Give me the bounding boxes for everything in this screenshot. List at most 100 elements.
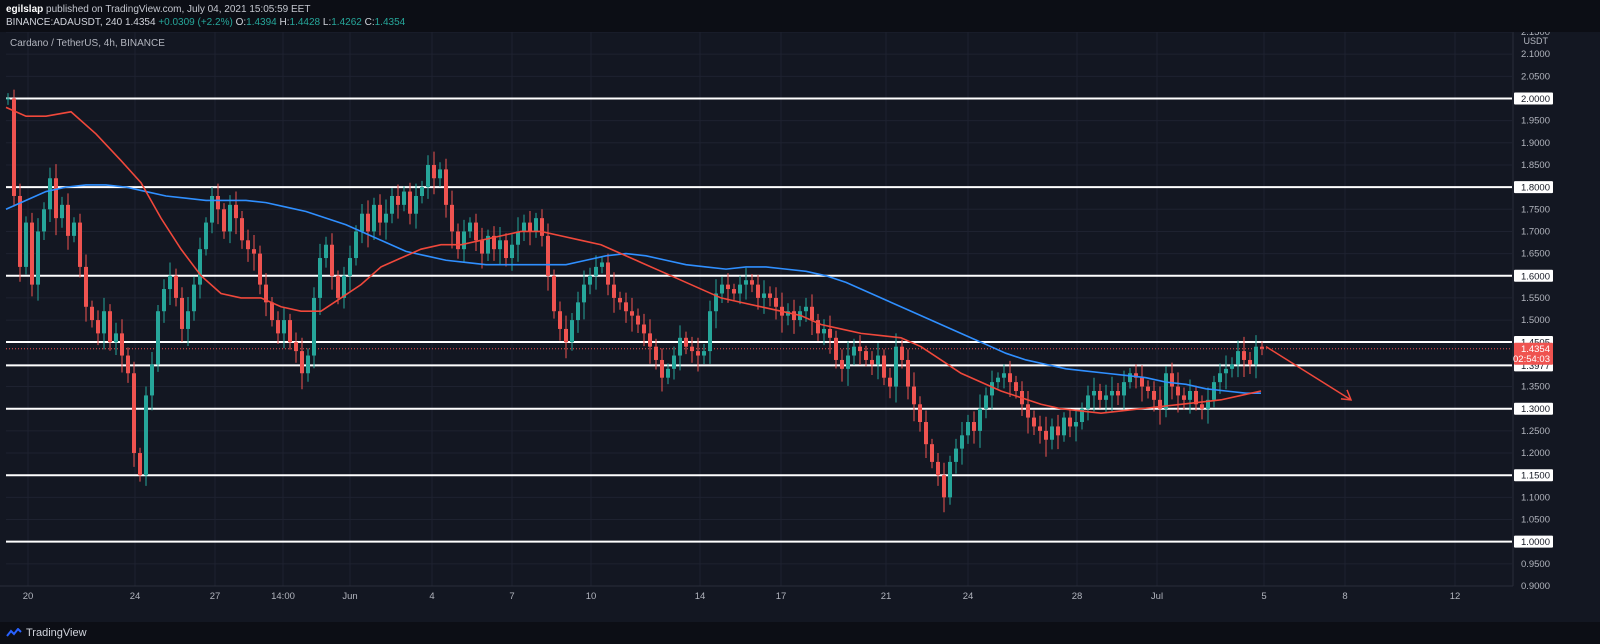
- candle-body: [1074, 422, 1078, 427]
- candle-body: [264, 284, 268, 303]
- candle-body: [1104, 395, 1108, 400]
- open-value: 1.4394: [246, 17, 277, 28]
- candle-body: [174, 275, 178, 298]
- candle-body: [396, 195, 400, 205]
- candle-body: [486, 235, 490, 254]
- x-tick-label: 20: [23, 591, 34, 602]
- candle-body: [618, 297, 622, 303]
- chart-area[interactable]: USDT 2.1500 2.1000 2.0500 1.9500 1.9000 1.8500…: [0, 27, 1600, 622]
- level-price-label: 1.6000: [1521, 271, 1550, 282]
- candle-body: [912, 386, 916, 405]
- candle-body: [300, 351, 304, 374]
- candle-body: [156, 311, 160, 365]
- candle-body: [750, 280, 754, 285]
- candle-body: [102, 311, 106, 334]
- y-tick-label: 1.5000: [1521, 315, 1550, 326]
- candle-body: [1122, 382, 1126, 396]
- candle-body: [576, 302, 580, 321]
- candle-body: [216, 195, 220, 210]
- candle-body: [66, 204, 70, 236]
- candle-body: [594, 266, 598, 276]
- candle-body: [1218, 373, 1222, 383]
- candle-body: [918, 404, 922, 423]
- candle-body: [126, 355, 130, 374]
- publish-info: egilslap published on TradingView.com, J…: [6, 4, 310, 15]
- candle-body: [420, 187, 424, 196]
- y-tick-label: 1.0500: [1521, 515, 1550, 526]
- time-axis: [0, 586, 1513, 622]
- candle-body: [744, 280, 748, 285]
- candle-body: [132, 373, 136, 454]
- candle-body: [210, 195, 214, 223]
- candle-body: [882, 355, 886, 378]
- candle-body: [84, 266, 88, 307]
- candle-body: [1092, 390, 1096, 396]
- tradingview-brand[interactable]: TradingView: [6, 627, 87, 639]
- candle-body: [240, 218, 244, 241]
- candle-body: [510, 244, 514, 259]
- candle-body: [702, 351, 706, 356]
- high-value: 1.4428: [289, 17, 321, 28]
- candle-body: [738, 284, 742, 294]
- candle-body: [936, 461, 940, 476]
- candle-body: [720, 284, 724, 294]
- candle-body: [468, 222, 472, 232]
- candle-body: [1128, 373, 1132, 383]
- y-tick-label: 1.1000: [1521, 492, 1550, 503]
- candle-body: [900, 346, 904, 360]
- candle-body: [660, 359, 664, 378]
- candle-body: [360, 213, 364, 232]
- x-tick-label: 27: [210, 591, 221, 602]
- candle-body: [456, 231, 460, 250]
- candle-body: [42, 209, 46, 232]
- candle-body: [792, 311, 796, 321]
- author-name[interactable]: egilslap: [6, 4, 44, 15]
- candle-body: [732, 289, 736, 294]
- candle-body: [870, 359, 874, 365]
- candle-body: [18, 195, 22, 267]
- candle-body: [762, 293, 766, 298]
- level-price-label: 1.3000: [1521, 404, 1550, 415]
- candle-body: [558, 311, 562, 329]
- candle-body: [1260, 346, 1264, 349]
- candle-body: [888, 377, 892, 387]
- candle-body: [288, 320, 292, 343]
- candle-body: [1116, 390, 1120, 396]
- candle-body: [348, 258, 352, 276]
- y-tick-label: 1.9000: [1521, 138, 1550, 149]
- candle-body: [1068, 417, 1072, 427]
- candle-body: [774, 297, 778, 307]
- level-price-label: 1.8000: [1521, 183, 1550, 194]
- candle-body: [588, 275, 592, 285]
- candle-body: [390, 195, 394, 214]
- y-tick-label: 1.7000: [1521, 226, 1550, 237]
- level-price-tag: [1514, 92, 1553, 105]
- x-tick-label: 24: [963, 591, 974, 602]
- candle-body: [366, 213, 370, 232]
- candle-body: [30, 222, 34, 285]
- candle-body: [276, 320, 280, 334]
- candle-body: [198, 249, 202, 285]
- candle-body: [690, 346, 694, 352]
- candle-body: [1170, 373, 1174, 387]
- candle-body: [852, 346, 856, 356]
- candle-body: [978, 408, 982, 431]
- candle-body: [150, 364, 154, 396]
- candle-body: [612, 284, 616, 298]
- candle-body: [606, 262, 610, 285]
- candle-body: [528, 222, 532, 232]
- candle-body: [666, 368, 670, 378]
- candle-body: [822, 328, 826, 334]
- candle-body: [516, 231, 520, 245]
- x-tick-label: Jun: [342, 591, 357, 602]
- candle-body: [540, 218, 544, 236]
- candle-body: [954, 448, 958, 462]
- candle-body: [894, 346, 898, 387]
- x-tick-label: 28: [1072, 591, 1083, 602]
- candle-body: [966, 422, 970, 436]
- candle-body: [378, 204, 382, 223]
- candle-body: [1152, 390, 1156, 400]
- candle-body: [1062, 417, 1066, 436]
- candle-body: [1056, 426, 1060, 436]
